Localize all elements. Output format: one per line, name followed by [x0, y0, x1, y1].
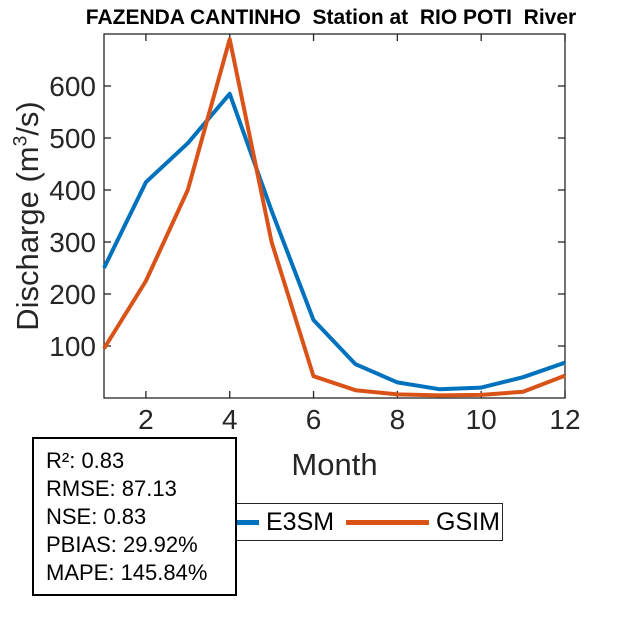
legend-label-e3sm: E3SM — [266, 508, 335, 536]
stats-line-rmse: RMSE: 87.13 — [46, 476, 177, 501]
y-tick-label: 100 — [49, 331, 96, 362]
x-tick-label: 2 — [138, 404, 154, 435]
y-axis-label-pre: Discharge (m — [10, 146, 45, 331]
y-tick-label: 400 — [49, 175, 96, 206]
x-tick-label: 12 — [549, 404, 580, 435]
x-tick-label: 8 — [390, 404, 406, 435]
legend-label-gsim: GSIM — [436, 508, 500, 536]
stats-line-pbias: PBIAS: 29.92% — [46, 532, 198, 557]
stats-line-nse: NSE: 0.83 — [46, 504, 147, 529]
x-axis-label: Month — [291, 447, 378, 482]
x-tick-label: 4 — [222, 404, 238, 435]
y-axis-label: Discharge (m3/s) — [10, 101, 46, 330]
y-axis-label-sup: 3 — [10, 135, 32, 147]
y-tick-label: 200 — [49, 279, 96, 310]
stats-line-r2: R²: 0.83 — [46, 448, 125, 473]
y-tick-label: 500 — [49, 123, 96, 154]
x-tick-label: 6 — [306, 404, 322, 435]
y-tick-label: 300 — [49, 227, 96, 258]
stats-box: R²: 0.83 RMSE: 87.13 NSE: 0.83 PBIAS: 29… — [32, 437, 237, 596]
y-tick-label: 600 — [49, 71, 96, 102]
series-line-e3sm — [102, 91, 566, 392]
chart-title: FAZENDA CANTINHO Station at RIO POTI Riv… — [85, 6, 577, 29]
stats-line-mape: MAPE: 145.84% — [46, 560, 208, 585]
axes-box — [103, 33, 566, 399]
y-axis-label-post: /s) — [10, 101, 45, 136]
x-tick-label: 10 — [466, 404, 497, 435]
series-line-gsim — [102, 37, 566, 398]
legend-line-swatch-gsim — [346, 520, 429, 525]
